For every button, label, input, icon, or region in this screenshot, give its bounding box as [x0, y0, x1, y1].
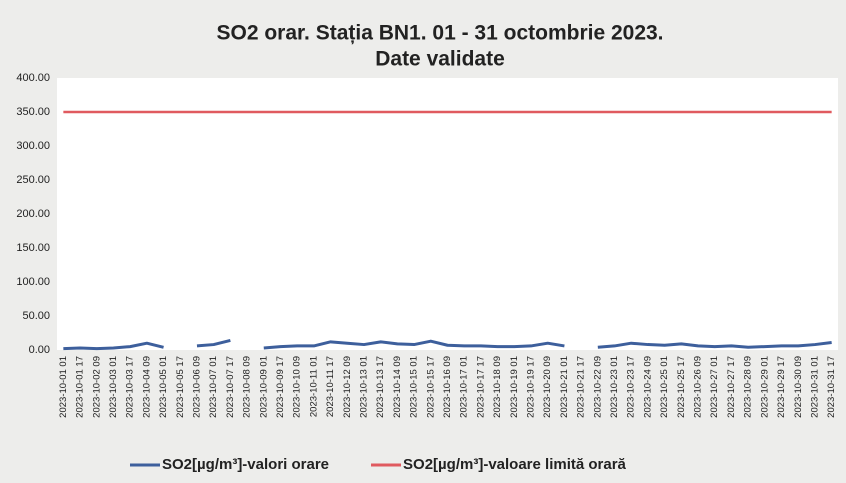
- y-tick-label: 400.00: [16, 72, 50, 84]
- x-tick-label: 2023-10-28 09: [743, 356, 754, 418]
- y-tick-label: 100.00: [16, 276, 50, 288]
- series-line: [63, 339, 832, 351]
- x-tick-label: 2023-10-15 17: [425, 356, 436, 418]
- x-tick-label: 2023-10-22 09: [592, 356, 603, 418]
- x-tick-label: 2023-10-08 09: [242, 356, 253, 418]
- x-tick-label: 2023-10-15 01: [409, 356, 420, 418]
- x-tick-label: 2023-10-17 01: [459, 356, 470, 418]
- y-tick-label: 0.00: [29, 344, 50, 356]
- x-tick-label: 2023-10-13 01: [359, 356, 370, 418]
- x-tick-label: 2023-10-07 01: [208, 356, 219, 418]
- x-tick-label: 2023-10-19 01: [509, 356, 520, 418]
- x-tick-label: 2023-10-10 09: [292, 356, 303, 418]
- y-tick-label: 250.00: [16, 174, 50, 186]
- x-tick-label: 2023-10-31 17: [826, 356, 837, 418]
- x-tick-label: 2023-10-29 01: [759, 356, 770, 418]
- y-tick-label: 200.00: [16, 208, 50, 220]
- x-tick-label: 2023-10-05 17: [175, 356, 186, 418]
- x-tick-label: 2023-10-21 01: [559, 356, 570, 418]
- x-tick-label: 2023-10-03 01: [108, 356, 119, 418]
- x-tick-label: 2023-10-25 01: [659, 356, 670, 418]
- x-tick-label: 2023-10-27 17: [726, 356, 737, 418]
- x-tick-label: 2023-10-17 17: [475, 356, 486, 418]
- chart-title: SO2 orar. Stația BN1. 01 - 31 octombrie …: [216, 22, 663, 45]
- x-tick-label: 2023-10-31 01: [809, 356, 820, 418]
- x-tick-label: 2023-10-07 17: [225, 356, 236, 418]
- x-tick-label: 2023-10-14 09: [392, 356, 403, 418]
- chart-subtitle: Date validate: [375, 48, 505, 71]
- x-tick-label: 2023-10-09 01: [258, 356, 269, 418]
- y-tick-label: 350.00: [16, 106, 50, 118]
- x-tick-label: 2023-10-12 09: [342, 356, 353, 418]
- x-tick-label: 2023-10-30 09: [793, 356, 804, 418]
- x-tick-label: 2023-10-11 01: [308, 356, 319, 417]
- x-tick-label: 2023-10-11 17: [325, 356, 336, 417]
- legend-label: SO2[µg/m³]-valoare limită orară: [403, 456, 627, 473]
- x-tick-label: 2023-10-05 01: [158, 356, 169, 418]
- x-tick-label: 2023-10-20 09: [542, 356, 553, 418]
- x-tick-label: 2023-10-23 17: [626, 356, 637, 418]
- x-tick-label: 2023-10-19 17: [526, 356, 537, 418]
- x-tick-label: 2023-10-16 09: [442, 356, 453, 418]
- legend-label: SO2[µg/m³]-valori orare: [162, 456, 329, 473]
- x-tick-label: 2023-10-01 17: [75, 356, 86, 418]
- x-tick-label: 2023-10-04 09: [141, 356, 152, 418]
- x-tick-label: 2023-10-06 09: [191, 356, 202, 418]
- x-tick-label: 2023-10-13 17: [375, 356, 386, 418]
- x-tick-label: 2023-10-23 01: [609, 356, 620, 418]
- x-tick-label: 2023-10-26 09: [693, 356, 704, 418]
- y-tick-label: 300.00: [16, 140, 50, 152]
- x-tick-label: 2023-10-29 17: [776, 356, 787, 418]
- x-tick-label: 2023-10-01 01: [58, 356, 69, 418]
- y-tick-label: 50.00: [22, 310, 50, 322]
- x-tick-label: 2023-10-18 09: [492, 356, 503, 418]
- x-tick-label: 2023-10-27 01: [709, 356, 720, 418]
- plot-area: [57, 78, 838, 350]
- y-tick-label: 150.00: [16, 242, 50, 254]
- x-tick-label: 2023-10-24 09: [642, 356, 653, 418]
- x-tick-label: 2023-10-03 17: [125, 356, 136, 418]
- x-tick-label: 2023-10-21 17: [576, 356, 587, 418]
- x-tick-label: 2023-10-09 17: [275, 356, 286, 418]
- x-tick-label: 2023-10-02 09: [91, 356, 102, 418]
- x-tick-label: 2023-10-25 17: [676, 356, 687, 418]
